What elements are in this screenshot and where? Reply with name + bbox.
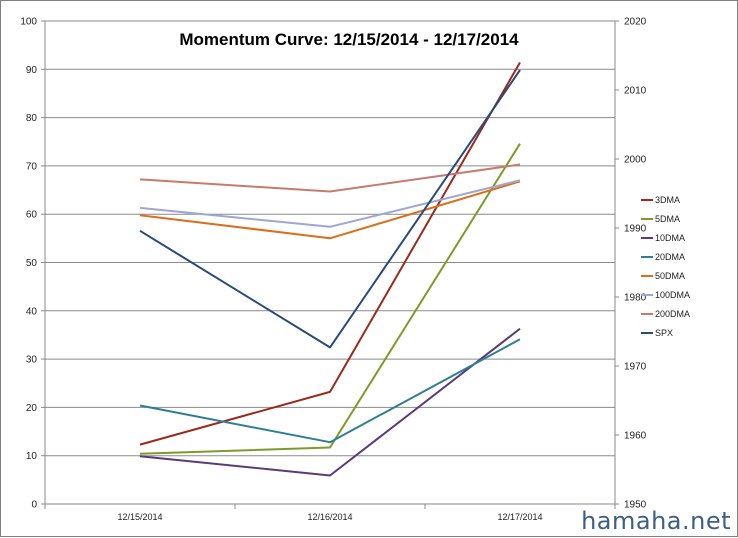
y2-tick-label: 1950	[624, 500, 647, 511]
series-line-100dma	[139, 179, 521, 228]
legend: 3DMA 5DMA 10DMA 20DMA 50DMA 100DMA 200DMA SPX	[641, 195, 690, 338]
x-tick-label: 12/15/2014	[117, 512, 162, 522]
y2-tick-label: 2000	[624, 155, 647, 166]
y-tick-label: 100	[20, 17, 37, 28]
y2-tick-label: 1970	[624, 362, 647, 373]
gridlines	[45, 20, 615, 457]
legend-label: SPX	[655, 328, 673, 338]
axes: 0 10 20 30 40 50 60 70 80 90 100 1950 1960 1970 1980 19…	[20, 17, 646, 523]
legend-label: 200DMA	[655, 309, 690, 319]
y-tick-label: 70	[26, 161, 38, 172]
x-tick-label: 12/17/2014	[497, 512, 542, 522]
series-line-20dma	[139, 338, 521, 444]
y-tick-label: 50	[26, 258, 38, 269]
y2-tick-label: 1960	[624, 431, 647, 442]
series-line-5dma	[139, 143, 521, 455]
y-tick-label: 60	[26, 210, 38, 221]
legend-label: 3DMA	[655, 195, 680, 205]
y-tick-label: 30	[26, 355, 38, 366]
legend-label: 5DMA	[655, 214, 680, 224]
series-line-200dma	[139, 163, 521, 193]
x-tick-label: 12/16/2014	[307, 512, 352, 522]
y2-tick-label: 2010	[624, 86, 647, 97]
series-lines	[139, 62, 521, 477]
series-line-3dma	[139, 62, 521, 446]
y2-tick-label: 2020	[624, 17, 647, 28]
series-line-10dma	[139, 327, 521, 477]
y2-tick-label: 1990	[624, 224, 647, 235]
series-line-spx	[139, 69, 521, 349]
chart-title: Momentum Curve: 12/15/2014 - 12/17/2014	[179, 30, 519, 49]
y-tick-label: 20	[26, 403, 38, 414]
y-tick-label: 90	[26, 65, 38, 76]
y-tick-label: 80	[26, 113, 38, 124]
legend-label: 10DMA	[655, 233, 685, 243]
y-tick-label: 10	[26, 451, 38, 462]
legend-label: 100DMA	[655, 290, 690, 300]
legend-label: 20DMA	[655, 252, 685, 262]
y-tick-label: 0	[31, 500, 37, 511]
watermark-text: hamaha.net	[581, 507, 731, 535]
y2-tick-label: 1980	[624, 293, 647, 304]
y-tick-label: 40	[26, 306, 38, 317]
legend-label: 50DMA	[655, 271, 685, 281]
series-line-50dma	[139, 180, 521, 240]
